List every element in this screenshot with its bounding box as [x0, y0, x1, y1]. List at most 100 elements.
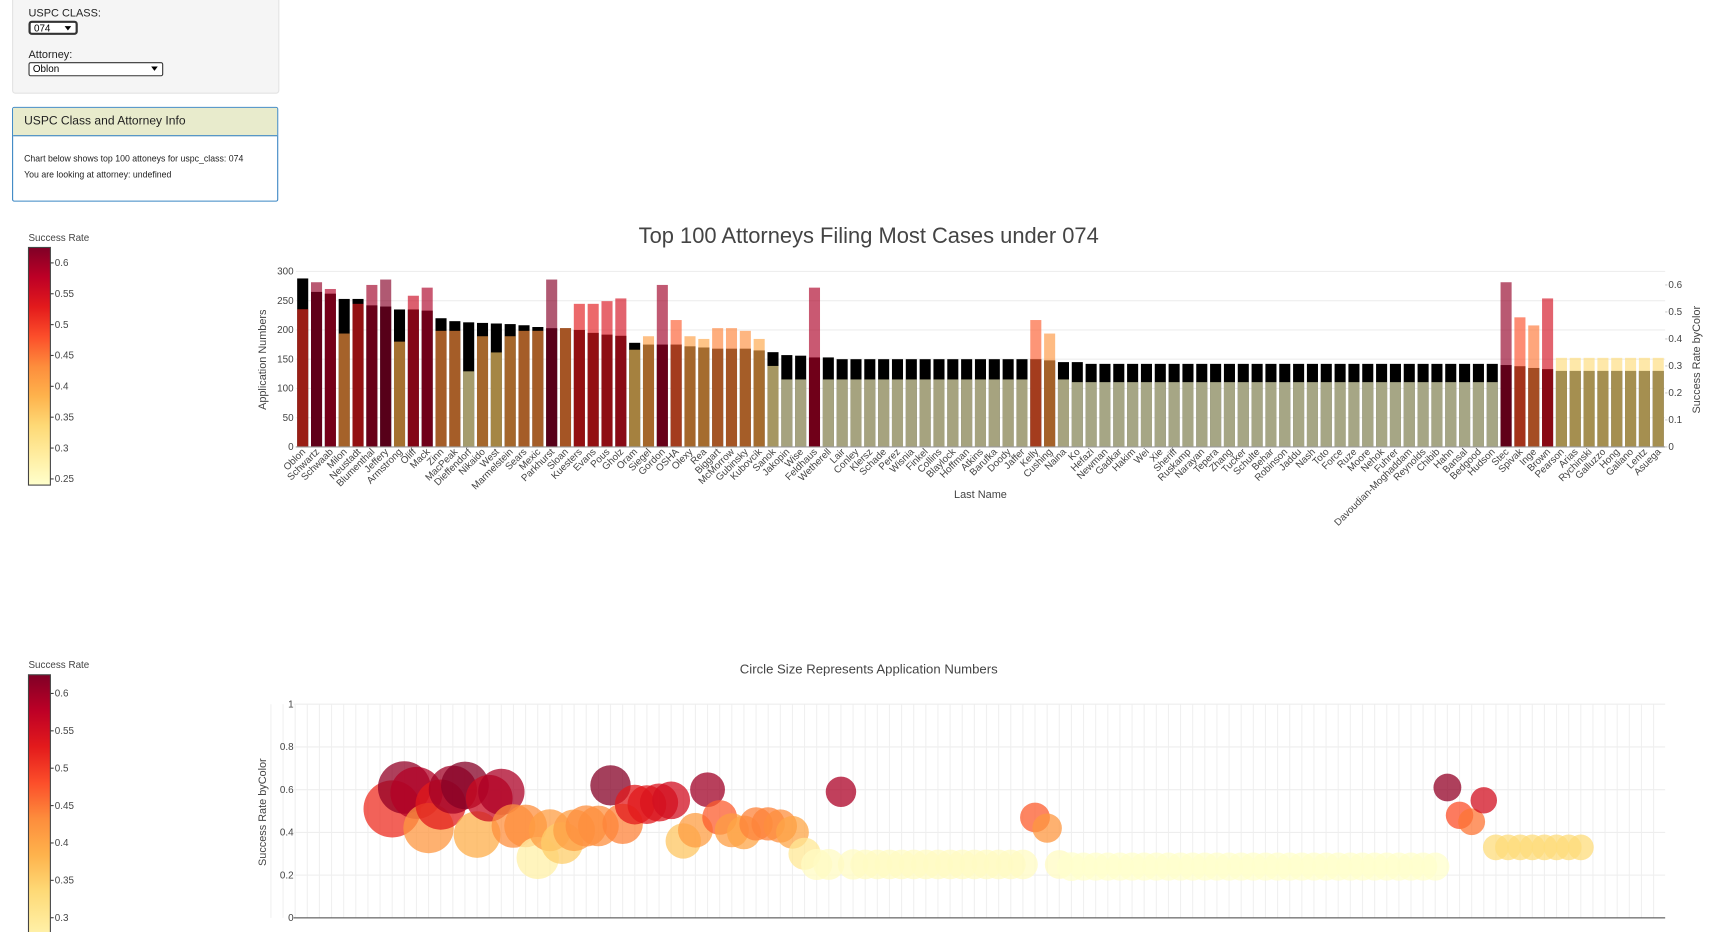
rate-bar — [1251, 382, 1263, 447]
info-line: You are looking at attorney: undefined — [24, 170, 172, 180]
rate-bar — [1417, 382, 1429, 447]
chart-title: Top 100 Attorneys Filing Most Cases unde… — [639, 223, 1099, 248]
rate-bar — [739, 330, 751, 447]
rate-bar — [435, 330, 447, 447]
y-tick-label: 300 — [277, 267, 294, 278]
colorbar-tick-label: 0.35 — [55, 876, 75, 887]
rate-bar — [1597, 357, 1609, 447]
rate-bar — [905, 379, 917, 447]
bubble — [478, 768, 525, 815]
colorbar-tick-label: 0.5 — [55, 320, 69, 331]
rate-bar — [767, 365, 779, 447]
y2-tick-label: 0.2 — [1668, 388, 1682, 399]
y-axis-label: Application Numbers — [257, 309, 269, 410]
rate-bar — [629, 349, 641, 447]
y2-tick-label: 0.5 — [1668, 307, 1682, 318]
rate-bar — [449, 330, 461, 447]
rate-bar — [725, 328, 738, 447]
colorbar-tick-label: 0.6 — [55, 258, 69, 269]
rate-bar — [781, 379, 793, 447]
attorney-select[interactable]: Oblon — [28, 62, 164, 77]
rate-bar — [947, 379, 959, 447]
rate-bar — [988, 379, 1000, 447]
rate-bar — [878, 379, 890, 447]
colorbar-title: Success Rate — [28, 660, 89, 671]
rate-bar — [1113, 382, 1125, 447]
bubble — [813, 848, 845, 880]
rate-bar — [712, 328, 724, 447]
rate-bar — [1044, 333, 1056, 447]
bubble — [690, 772, 725, 808]
rate-bar — [421, 287, 433, 447]
rate-bar — [670, 320, 682, 447]
rate-bar — [933, 379, 945, 447]
rate-bar — [1431, 382, 1443, 447]
rate-bar — [1334, 382, 1346, 447]
rate-bar — [808, 287, 821, 447]
rate-bar — [532, 330, 544, 447]
colorbar-tick-label: 0.3 — [55, 443, 69, 454]
rate-bar — [1389, 382, 1401, 447]
info-panel: USPC Class and Attorney Info Chart below… — [12, 106, 279, 202]
rate-bar — [407, 295, 419, 447]
rate-bar — [463, 371, 475, 447]
y-tick-label: 0.4 — [280, 828, 294, 839]
rate-bar — [919, 379, 931, 447]
class-label: USPC CLASS: — [28, 7, 101, 20]
rate-bar — [961, 379, 973, 447]
rate-bar — [1472, 382, 1484, 447]
rate-bar — [490, 352, 502, 447]
colorbar-tick-label: 0.55 — [55, 289, 75, 300]
info-title: USPC Class and Attorney Info — [13, 107, 278, 137]
rate-bar — [1625, 357, 1637, 447]
rate-bar — [1196, 382, 1208, 447]
rate-bar — [476, 336, 489, 447]
bubble — [1567, 834, 1594, 861]
rate-bar — [1362, 382, 1374, 447]
rate-bar — [1085, 382, 1097, 447]
colorbar-tick-label: 0.4 — [55, 838, 69, 849]
colorbar-tick-label: 0.45 — [55, 801, 75, 812]
y-tick-label: 0.6 — [280, 785, 294, 796]
rate-bar — [352, 303, 364, 447]
bubble — [652, 781, 691, 820]
colorbar-tick-label: 0.3 — [55, 913, 69, 924]
y-tick-label: 0.8 — [280, 742, 294, 753]
class-select[interactable]: 074 — [28, 20, 78, 35]
filter-panel: USPC CLASS: 074 Attorney: Oblon — [12, 0, 280, 94]
rate-bar — [1140, 382, 1152, 447]
rate-bar — [1306, 382, 1318, 447]
colorbar-tick-label: 0.45 — [55, 351, 75, 362]
bubble — [453, 811, 501, 858]
y-tick-label: 250 — [277, 296, 294, 307]
rate-bar — [1057, 379, 1069, 447]
rate-bar — [546, 279, 558, 447]
rate-bar — [1127, 382, 1139, 447]
rate-bar — [1611, 357, 1623, 447]
y2-axis-label: Success Rate byColor — [1691, 306, 1703, 414]
rate-bar — [311, 282, 323, 447]
rate-bar — [1030, 320, 1042, 447]
rate-bar — [1182, 382, 1194, 447]
bubble — [1433, 773, 1462, 802]
rate-bar — [615, 298, 627, 447]
rate-bar — [1223, 382, 1235, 447]
rate-bar — [1652, 357, 1664, 447]
rate-bar — [795, 379, 807, 447]
y2-tick-label: 0.4 — [1668, 334, 1682, 345]
rate-bar — [836, 379, 848, 447]
rate-bar — [1514, 317, 1526, 447]
y2-tick-label: 0.1 — [1668, 415, 1682, 426]
y-tick-label: 0 — [288, 442, 294, 453]
rate-bar — [698, 338, 710, 447]
attorney-label: Attorney: — [28, 49, 73, 62]
rate-bar — [822, 379, 834, 447]
rate-bar — [380, 279, 392, 447]
rate-bar — [1403, 382, 1415, 447]
rate-bar — [656, 284, 668, 447]
bubble — [1007, 849, 1038, 880]
colorbar-tick-label: 0.55 — [55, 726, 75, 737]
rate-bar — [1445, 382, 1457, 447]
